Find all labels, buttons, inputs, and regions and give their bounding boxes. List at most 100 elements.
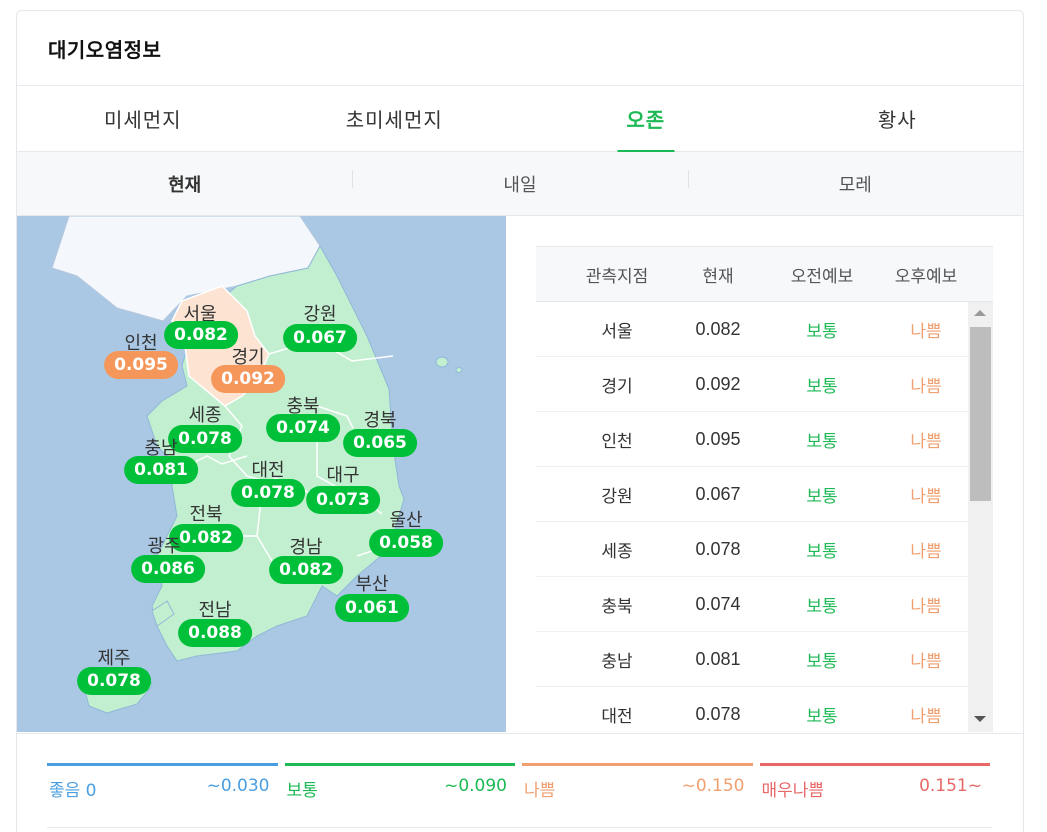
station-cell: 충남 <box>601 651 633 672</box>
subtab-day-after[interactable]: 모레 <box>687 152 1023 215</box>
map-region-value-badge[interactable]: 0.082 <box>269 556 343 584</box>
divider <box>47 827 992 828</box>
pm-forecast-cell: 나쁨 <box>910 541 942 562</box>
legend-normal: 보통 ~0.090 <box>284 763 515 801</box>
pm-forecast-cell: 나쁨 <box>910 321 942 342</box>
map-region-name: 인천 <box>124 333 158 354</box>
title-bar: 대기오염정보 <box>17 11 1023 86</box>
am-forecast-cell: 보통 <box>806 431 838 452</box>
map-region-value-badge[interactable]: 0.078 <box>168 425 242 453</box>
map-region-value-badge[interactable]: 0.073 <box>306 486 380 514</box>
map-region-name: 경북 <box>363 410 397 431</box>
pm-forecast-cell: 나쁨 <box>910 431 942 452</box>
map-region-value-badge[interactable]: 0.092 <box>211 365 285 393</box>
tab-pm10[interactable]: 미세먼지 <box>103 108 182 132</box>
air-pollution-card: 대기오염정보 미세먼지 초미세먼지 오존 황사 현재 내일 모레 <box>16 10 1024 832</box>
map-region-name: 충북 <box>286 396 320 417</box>
scroll-down-arrow-icon[interactable] <box>974 716 986 722</box>
table-row[interactable]: 대전 0.078 보통 나쁨 <box>536 687 968 732</box>
station-cell: 세종 <box>601 541 633 562</box>
table-header: 관측지점 현재 오전예보 오후예보 <box>536 246 993 302</box>
legend-section: 좋음 0 ~0.030 보통 ~0.090 나쁨 ~0.150 매우나쁨 0.1… <box>17 733 1023 832</box>
map-region-value-badge[interactable]: 0.061 <box>335 594 409 622</box>
map-region-value-badge[interactable]: 0.081 <box>124 456 198 484</box>
legend-label: 보통 <box>286 781 318 801</box>
col-station: 관측지점 <box>585 266 649 287</box>
current-value-cell: 0.067 <box>695 483 741 504</box>
table-row[interactable]: 충북 0.074 보통 나쁨 <box>536 577 968 632</box>
am-forecast-cell: 보통 <box>806 596 838 617</box>
legend-range: ~0.090 <box>444 776 507 796</box>
legend-label: 매우나쁨 <box>761 781 825 801</box>
station-cell: 인천 <box>601 431 633 452</box>
map-region-name: 울산 <box>389 510 423 531</box>
current-value-cell: 0.078 <box>695 538 741 559</box>
map-region-value-badge[interactable]: 0.082 <box>169 524 243 552</box>
pm-forecast-cell: 나쁨 <box>910 376 942 397</box>
am-forecast-cell: 보통 <box>806 321 838 342</box>
map-region-name: 대구 <box>326 465 360 486</box>
legend-range: ~0.030 <box>206 776 270 796</box>
map-region-name: 전남 <box>198 600 232 621</box>
map-region-value-badge[interactable]: 0.095 <box>104 351 178 379</box>
map-region-value-badge[interactable]: 0.074 <box>266 414 340 442</box>
map-region-value-badge[interactable]: 0.065 <box>343 429 417 457</box>
col-pm-forecast: 오후예보 <box>894 266 958 287</box>
station-cell: 충북 <box>601 596 633 617</box>
map-region-name: 광주 <box>147 536 181 557</box>
station-cell: 경기 <box>601 376 633 397</box>
pm-forecast-cell: 나쁨 <box>910 651 942 672</box>
map-region-name: 서울 <box>183 304 217 325</box>
legend-range: ~0.150 <box>681 776 745 796</box>
am-forecast-cell: 보통 <box>806 706 838 727</box>
map-region-name: 경기 <box>231 347 265 368</box>
legend-good: 좋음 0 ~0.030 <box>47 763 278 801</box>
map-region-value-badge[interactable]: 0.058 <box>369 529 443 557</box>
am-forecast-cell: 보통 <box>806 486 838 507</box>
station-cell: 서울 <box>601 321 633 342</box>
pm-forecast-cell: 나쁨 <box>910 596 942 617</box>
am-forecast-cell: 보통 <box>806 651 838 672</box>
map-region-name: 전북 <box>189 504 223 525</box>
map-region-name: 경남 <box>289 537 323 558</box>
table-row[interactable]: 강원 0.067 보통 나쁨 <box>536 467 968 522</box>
map-region-value-badge[interactable]: 0.078 <box>231 479 305 507</box>
table-row[interactable]: 인천 0.095 보통 나쁨 <box>536 412 968 467</box>
tab-yellow-dust[interactable]: 황사 <box>877 108 917 132</box>
scroll-thumb[interactable] <box>970 327 991 501</box>
table-row[interactable]: 경기 0.092 보통 나쁨 <box>536 357 968 412</box>
table-scrollbar[interactable] <box>968 302 993 732</box>
map-region-name: 세종 <box>188 405 222 426</box>
legend-label: 좋음 0 <box>49 781 97 801</box>
col-current: 현재 <box>702 266 734 287</box>
map-region-value-badge[interactable]: 0.086 <box>131 555 205 583</box>
am-forecast-cell: 보통 <box>806 376 838 397</box>
tab-ozone[interactable]: 오존 <box>520 86 772 151</box>
pm-forecast-cell: 나쁨 <box>910 706 942 727</box>
table-body[interactable]: 서울 0.082 보통 나쁨 경기 0.092 보통 나쁨 인천 0.095 보통 나쁨 강원 0.067… <box>536 302 993 732</box>
level-legend: 좋음 0 ~0.030 보통 ~0.090 나쁨 ~0.150 매우나쁨 0.1… <box>47 763 990 801</box>
current-value-cell: 0.092 <box>695 373 741 394</box>
map-region-value-badge[interactable]: 0.078 <box>77 667 151 695</box>
scroll-up-arrow-icon[interactable] <box>974 310 986 316</box>
map-region-name: 강원 <box>303 304 337 325</box>
table-row[interactable]: 서울 0.082 보통 나쁨 <box>536 302 968 357</box>
map-region-value-badge[interactable]: 0.088 <box>178 619 252 647</box>
map-region-name: 대전 <box>251 460 285 481</box>
current-value-cell: 0.082 <box>695 318 741 339</box>
current-value-cell: 0.078 <box>695 703 741 724</box>
table-row[interactable]: 세종 0.078 보통 나쁨 <box>536 522 968 577</box>
korea-map: 서울 0.082 강원 0.067 인천 0.095 경기 0.092 세종 0.078 충북 0.0… <box>17 216 506 732</box>
tab-pm25[interactable]: 초미세먼지 <box>345 108 443 132</box>
page-title: 대기오염정보 <box>48 37 162 62</box>
subtab-tomorrow[interactable]: 내일 <box>352 152 687 215</box>
current-value-cell: 0.095 <box>695 428 741 449</box>
map-region-value-badge[interactable]: 0.067 <box>283 324 357 352</box>
subtab-now[interactable]: 현재 <box>168 174 202 196</box>
current-value-cell: 0.074 <box>695 593 741 614</box>
table-row[interactable]: 충남 0.081 보통 나쁨 <box>536 632 968 687</box>
map-region-value-badge[interactable]: 0.082 <box>164 321 238 349</box>
legend-range: 0.151~ <box>919 776 982 796</box>
current-value-cell: 0.081 <box>695 648 741 669</box>
time-tabs: 현재 내일 모레 <box>17 152 1023 216</box>
